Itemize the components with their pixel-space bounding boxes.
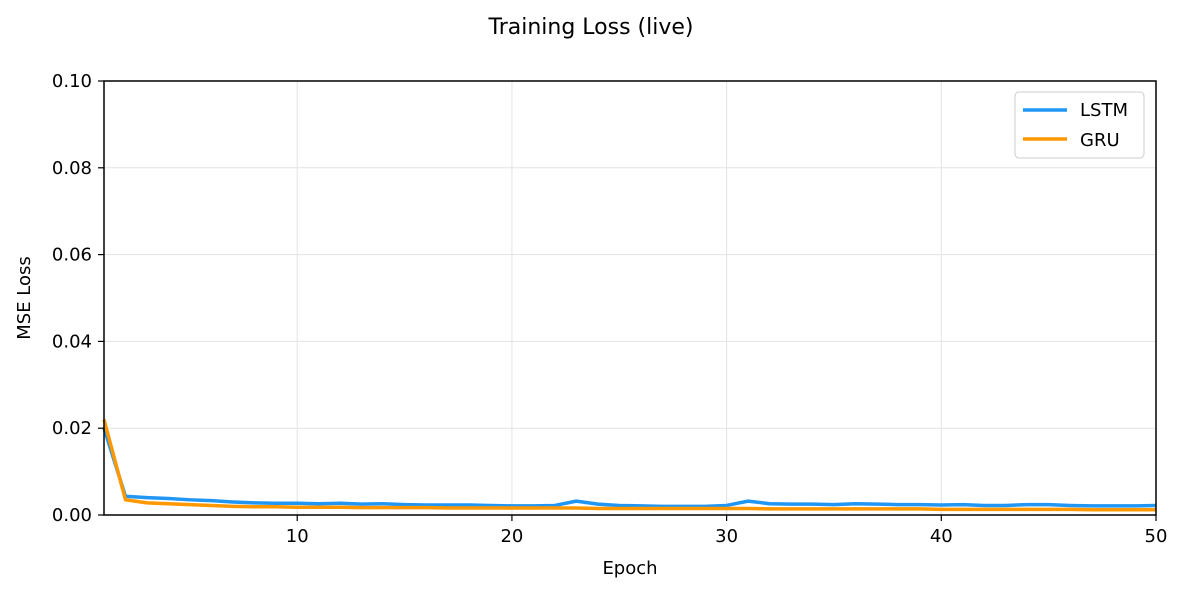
legend-label-lstm: LSTM <box>1080 100 1128 121</box>
chart-title: Training Loss (live) <box>488 15 694 40</box>
series-line-gru <box>102 419 1156 512</box>
x-axis-label: Epoch <box>602 558 657 579</box>
series-layer <box>102 419 1157 512</box>
x-tick-label: 50 <box>1145 526 1168 547</box>
legend: LSTM GRU <box>1014 91 1145 159</box>
series-line-lstm <box>102 427 1157 509</box>
x-tick-label: 10 <box>286 526 309 547</box>
axes: 10 20 30 40 50 0.00 0.02 0.04 0.06 0.08 0.10 <box>52 71 1168 547</box>
grid-lines <box>104 80 1157 516</box>
y-tick-label: 0.00 <box>52 505 92 526</box>
y-tick-label: 0.04 <box>52 331 92 352</box>
x-tick-label: 30 <box>715 526 738 547</box>
x-tick-label: 20 <box>500 526 523 547</box>
y-tick-label: 0.06 <box>52 245 92 266</box>
y-tick-label: 0.08 <box>52 158 92 179</box>
y-axis-label: MSE Loss <box>14 256 35 340</box>
y-tick-label: 0.02 <box>52 418 92 439</box>
legend-label-gru: GRU <box>1080 130 1120 151</box>
y-tick-label: 0.10 <box>52 71 92 92</box>
plot-frame <box>103 80 1157 516</box>
x-tick-label: 40 <box>930 526 953 547</box>
